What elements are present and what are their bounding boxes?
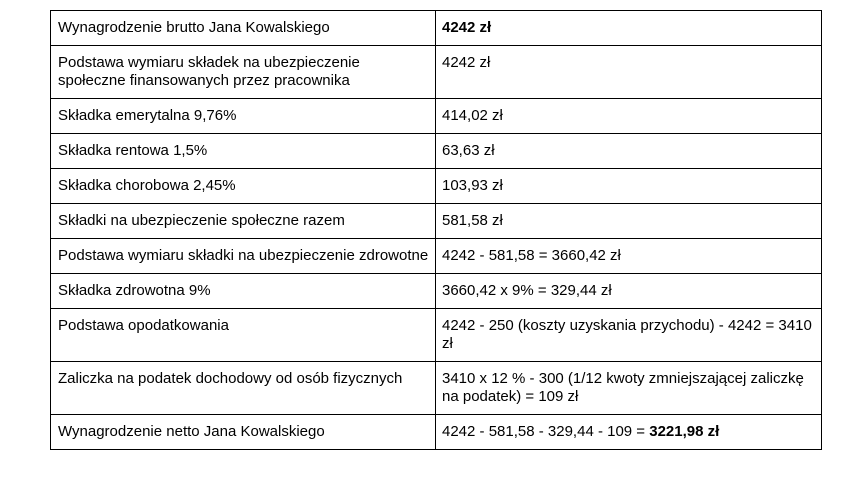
row-value: 414,02 zł [435,98,822,134]
row-value: 4242 zł [435,10,822,46]
value-text: 4242 - 581,58 = 3660,42 zł [442,247,621,264]
row-label: Wynagrodzenie brutto Jana Kowalskiego [50,10,436,46]
table-row: Zaliczka na podatek dochodowy od osób fi… [50,361,822,415]
table-row: Składka zdrowotna 9% 3660,42 x 9% = 329,… [50,273,822,309]
table-row: Wynagrodzenie netto Jana Kowalskiego 424… [50,414,822,450]
value-text: 3660,42 x 9% = 329,44 zł [442,282,612,299]
value-text: 581,58 zł [442,212,503,229]
table-row: Podstawa wymiaru składki na ubezpieczeni… [50,238,822,274]
row-label: Składka chorobowa 2,45% [50,168,436,204]
row-label: Składka zdrowotna 9% [50,273,436,309]
row-label: Podstawa wymiaru składki na ubezpieczeni… [50,238,436,274]
table-row: Wynagrodzenie brutto Jana Kowalskiego 42… [50,10,822,46]
row-label: Składka rentowa 1,5% [50,133,436,169]
table-row: Składka emerytalna 9,76% 414,02 zł [50,98,822,134]
row-value: 63,63 zł [435,133,822,169]
table-row: Podstawa opodatkowania 4242 - 250 (koszt… [50,308,822,362]
value-text: 63,63 zł [442,142,495,159]
row-label: Wynagrodzenie netto Jana Kowalskiego [50,414,436,450]
row-label: Podstawa wymiaru składek na ubezpieczeni… [50,45,436,99]
row-value: 4242 - 581,58 - 329,44 - 109 = 3221,98 z… [435,414,822,450]
value-text: 4242 - 581,58 - 329,44 - 109 = [442,423,650,440]
value-bold: 4242 zł [442,19,492,36]
table-row: Składka rentowa 1,5% 63,63 zł [50,133,822,169]
row-value: 581,58 zł [435,203,822,239]
row-value: 4242 - 250 (koszty uzyskania przychodu) … [435,308,822,362]
table-row: Składki na ubezpieczenie społeczne razem… [50,203,822,239]
value-text: 4242 - 250 (koszty uzyskania przychodu) … [442,317,812,352]
row-value: 3410 x 12 % - 300 (1/12 kwoty zmniejszaj… [435,361,822,415]
row-value: 3660,42 x 9% = 329,44 zł [435,273,822,309]
row-value: 4242 - 581,58 = 3660,42 zł [435,238,822,274]
row-label: Składki na ubezpieczenie społeczne razem [50,203,436,239]
table-row: Składka chorobowa 2,45% 103,93 zł [50,168,822,204]
row-label: Podstawa opodatkowania [50,308,436,362]
value-text: 4242 zł [442,54,491,71]
value-text: 414,02 zł [442,107,503,124]
row-value: 103,93 zł [435,168,822,204]
row-label: Składka emerytalna 9,76% [50,98,436,134]
row-value: 4242 zł [435,45,822,99]
value-bold: 3221,98 zł [649,423,720,440]
value-text: 3410 x 12 % - 300 (1/12 kwoty zmniejszaj… [442,370,804,405]
salary-calculation-table: Wynagrodzenie brutto Jana Kowalskiego 42… [50,10,822,450]
row-label: Zaliczka na podatek dochodowy od osób fi… [50,361,436,415]
table-row: Podstawa wymiaru składek na ubezpieczeni… [50,45,822,99]
value-text: 103,93 zł [442,177,503,194]
